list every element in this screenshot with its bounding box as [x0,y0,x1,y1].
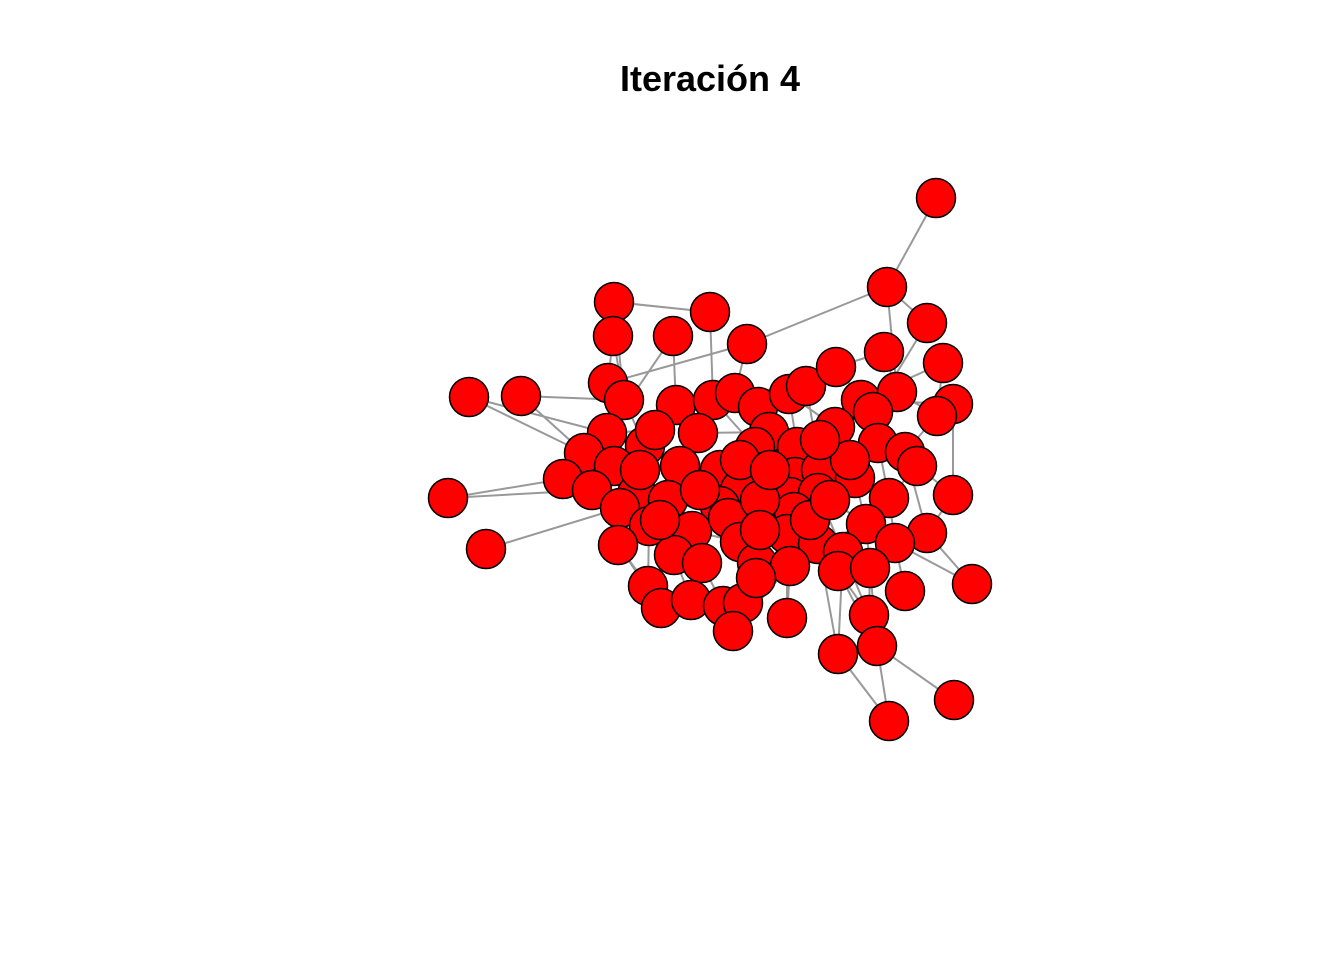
graph-node [829,439,871,481]
graph-title: Iteración 4 [619,58,801,99]
graph-node [739,509,781,551]
graph-node [427,477,469,519]
graph-node [809,479,851,521]
graph-node [817,633,859,675]
graph-node [679,469,721,511]
graph-node [916,395,958,437]
graph-node [868,477,910,519]
node-layer [427,177,993,742]
graph-node [500,375,542,417]
graph-node [868,700,910,742]
graph-node [785,365,827,407]
graph-node [712,610,754,652]
graph-node [906,302,948,344]
graph-node [932,474,974,516]
graph-node [766,597,808,639]
graph-edge [485,507,621,550]
graph-node [619,449,661,491]
graph-node [845,503,887,545]
graph-node [856,625,898,667]
graph-node [603,379,645,421]
graph-node [448,376,490,418]
graph-node [735,557,777,599]
graph-node [896,445,938,487]
graph-node [799,419,841,461]
graph-node [592,315,634,357]
graph-edge [607,343,748,384]
graph-node [915,177,957,219]
graph-node [922,342,964,384]
graph-edge [468,396,585,454]
graph-node [689,291,731,333]
graph-node [815,346,857,388]
graph-edge [468,396,608,434]
graph-node [951,563,993,605]
graph-node [593,281,635,323]
graph-node [681,542,723,584]
graph-node [769,545,811,587]
graph-node [634,409,676,451]
graph-node [749,449,791,491]
graph-node [866,266,908,308]
graph-node [652,315,694,357]
graph-node [874,522,916,564]
graph-node [639,499,681,541]
graph-edge [746,286,888,345]
graph-node [849,547,891,589]
graph-node [884,570,926,612]
graph-node [863,331,905,373]
graph-node [465,528,507,570]
graph-node [597,524,639,566]
graph-node [677,412,719,454]
graph-node [726,323,768,365]
graph-node [933,679,975,721]
